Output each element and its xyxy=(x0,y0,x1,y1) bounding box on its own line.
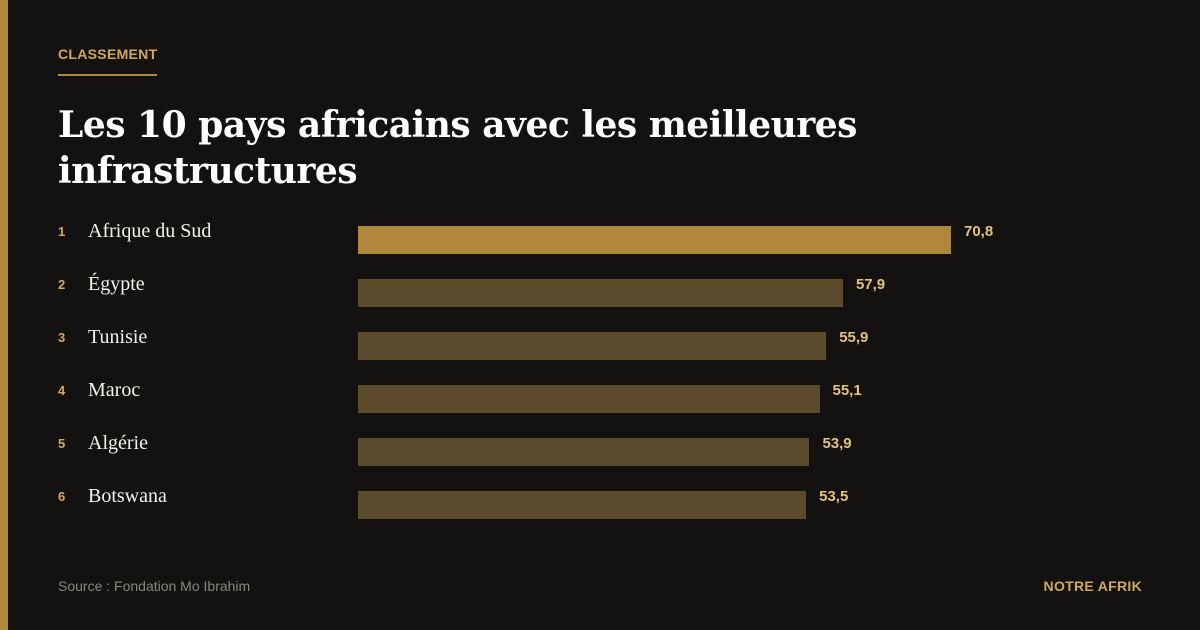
page-title: Les 10 pays africains avec les meilleure… xyxy=(58,104,857,192)
bar-1 xyxy=(358,226,951,254)
rank-number: 5 xyxy=(58,436,66,451)
source-note: Source : Fondation Mo Ibrahim xyxy=(58,578,251,594)
rank-number: 4 xyxy=(58,383,66,398)
value-label: 53,5 xyxy=(819,488,849,505)
value-label: 70,8 xyxy=(964,223,994,240)
bar-5 xyxy=(358,438,810,466)
kicker-label: CLASSEMENT xyxy=(58,46,158,76)
country-label: Tunisie xyxy=(88,326,148,348)
country-label: Botswana xyxy=(88,485,167,507)
rank-number: 3 xyxy=(58,330,66,345)
bar-4 xyxy=(358,385,820,413)
value-label: 55,9 xyxy=(839,329,869,346)
bar-3 xyxy=(358,332,827,360)
country-label: Algérie xyxy=(88,432,148,454)
rank-number: 1 xyxy=(58,224,66,239)
rank-number: 2 xyxy=(58,277,66,292)
value-label: 55,1 xyxy=(832,382,862,399)
country-label: Afrique du Sud xyxy=(88,220,212,242)
rank-number: 6 xyxy=(58,489,66,504)
bar-6 xyxy=(358,491,807,519)
country-label: Maroc xyxy=(88,379,141,401)
country-label: Égypte xyxy=(88,273,145,295)
value-label: 53,9 xyxy=(822,435,852,452)
brand-logo: NOTRE AFRIK xyxy=(1043,578,1142,594)
value-label: 57,9 xyxy=(855,276,886,293)
accent-stripe xyxy=(0,0,8,630)
bar-2 xyxy=(358,279,843,307)
